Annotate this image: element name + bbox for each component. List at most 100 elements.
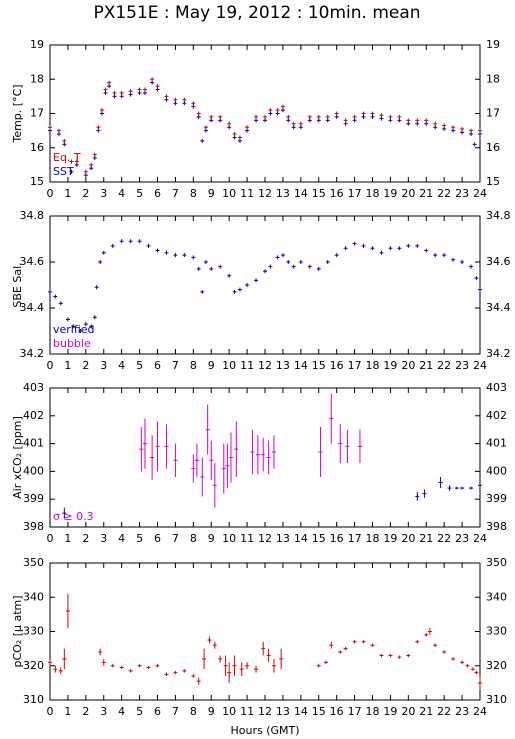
data-point <box>433 125 438 130</box>
x-tick-label: 3 <box>100 532 107 545</box>
data-point <box>415 121 420 126</box>
x-tick-label: 21 <box>419 532 433 545</box>
y-tick-label: 398 <box>486 520 507 533</box>
x-tick-label: 16 <box>330 532 344 545</box>
legend-entry: Eq. T <box>53 151 81 164</box>
x-tick-label: 1 <box>64 359 71 372</box>
y-tick-label: 401 <box>486 437 507 450</box>
data-point <box>203 260 208 264</box>
data-point <box>478 287 482 292</box>
data-point <box>352 118 357 123</box>
x-axis-label: Hours (GMT) <box>230 724 299 737</box>
data-point <box>218 118 223 123</box>
y-tick-label: 19 <box>486 38 500 51</box>
x-tick-label: 16 <box>330 705 344 718</box>
data-point <box>254 114 259 119</box>
x-tick-label: 2 <box>82 187 89 200</box>
data-point <box>150 77 155 82</box>
x-tick-label: 9 <box>208 187 215 200</box>
data-point <box>78 329 83 333</box>
data-point <box>74 159 79 164</box>
x-tick-label: 5 <box>136 532 143 545</box>
y-tick-label: 320 <box>486 659 507 672</box>
y-tick-label: 402 <box>23 409 44 422</box>
y-axis-label: Temp. [°C] <box>11 84 24 143</box>
data-point <box>218 264 223 269</box>
data-point <box>191 104 196 109</box>
data-point <box>388 118 393 123</box>
data-point <box>146 243 151 248</box>
x-tick-label: 22 <box>437 359 451 372</box>
x-tick-label: 24 <box>473 532 487 545</box>
data-point <box>415 118 420 123</box>
y-tick-label: 34.8 <box>486 209 511 222</box>
data-point <box>203 125 208 130</box>
x-tick-label: 24 <box>473 359 487 372</box>
data-point <box>83 322 88 327</box>
data-point <box>298 121 303 126</box>
data-point <box>74 162 79 167</box>
x-tick-label: 18 <box>366 359 380 372</box>
data-point <box>469 128 474 133</box>
plot-frame <box>49 44 481 183</box>
data-point <box>379 113 384 118</box>
x-tick-label: 13 <box>276 705 290 718</box>
plot-frame <box>49 562 481 701</box>
data-point <box>89 324 94 329</box>
figure-title: PX151E : May 19, 2012 : 10min. mean <box>93 3 420 23</box>
data-point <box>142 87 147 92</box>
data-point <box>343 118 348 123</box>
data-point <box>62 142 67 147</box>
data-point <box>379 116 384 121</box>
x-tick-label: 21 <box>419 705 433 718</box>
data-point <box>245 128 250 133</box>
x-tick-label: 13 <box>276 187 290 200</box>
x-tick-label: 11 <box>240 532 254 545</box>
y-tick-label: 17 <box>486 107 500 120</box>
data-point <box>62 138 67 143</box>
data-point <box>56 132 61 137</box>
data-point <box>460 130 465 135</box>
data-point <box>96 125 101 130</box>
data-point <box>119 90 124 95</box>
x-tick-label: 6 <box>154 187 161 200</box>
y-tick-label: 399 <box>23 492 44 505</box>
x-tick-label: 13 <box>276 359 290 372</box>
data-point <box>142 90 147 95</box>
x-tick-label: 7 <box>172 532 179 545</box>
data-point <box>460 126 465 131</box>
x-tick-label: 24 <box>473 705 487 718</box>
data-point <box>397 246 402 251</box>
data-point <box>137 90 142 95</box>
y-tick-label: 34.4 <box>486 301 511 314</box>
data-point <box>96 128 101 133</box>
data-point <box>218 114 223 119</box>
data-point <box>237 135 242 140</box>
x-tick-label: 4 <box>118 359 125 372</box>
y-tick-label: 350 <box>23 556 44 569</box>
x-tick-label: 7 <box>172 705 179 718</box>
x-tick-label: 16 <box>330 359 344 372</box>
data-point <box>275 111 280 116</box>
data-point <box>209 118 214 123</box>
x-tick-label: 2 <box>82 532 89 545</box>
x-tick-label: 21 <box>419 187 433 200</box>
data-point <box>107 80 112 85</box>
x-tick-label: 1 <box>64 187 71 200</box>
data-point <box>361 243 366 248</box>
data-point <box>227 121 232 126</box>
x-tick-label: 1 <box>64 532 71 545</box>
data-point <box>155 248 160 253</box>
y-tick-label: 310 <box>23 693 44 706</box>
data-point <box>128 89 133 94</box>
data-point <box>268 264 273 269</box>
x-tick-label: 10 <box>222 705 236 718</box>
x-tick-label: 19 <box>383 532 397 545</box>
legend-entry: verified <box>53 323 95 336</box>
x-tick-label: 20 <box>401 359 415 372</box>
data-point <box>460 260 465 264</box>
data-point <box>99 108 104 113</box>
data-point <box>48 128 52 133</box>
x-tick-label: 0 <box>47 187 54 200</box>
data-point <box>128 92 133 97</box>
